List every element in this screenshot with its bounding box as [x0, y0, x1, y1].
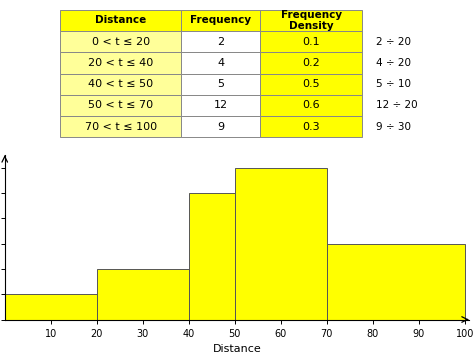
Bar — [61, 10, 181, 31]
Bar — [260, 52, 363, 73]
Text: 2 ÷ 20: 2 ÷ 20 — [376, 37, 411, 47]
Bar — [327, 244, 465, 320]
Bar — [235, 168, 327, 320]
Text: Frequency
Density: Frequency Density — [281, 10, 342, 31]
Text: 9: 9 — [217, 122, 224, 132]
Text: 0.6: 0.6 — [302, 100, 320, 110]
Bar — [260, 95, 363, 116]
Bar — [181, 95, 260, 116]
Bar — [61, 116, 181, 137]
Bar — [181, 31, 260, 52]
Text: 12: 12 — [213, 100, 228, 110]
Text: 0.1: 0.1 — [302, 37, 320, 47]
X-axis label: Distance: Distance — [213, 344, 261, 354]
Text: 40 < t ≤ 50: 40 < t ≤ 50 — [88, 79, 154, 89]
Text: 12 ÷ 20: 12 ÷ 20 — [376, 100, 418, 110]
Bar — [181, 10, 260, 31]
Bar — [5, 294, 97, 320]
Text: 20 < t ≤ 40: 20 < t ≤ 40 — [88, 58, 154, 68]
Bar — [61, 31, 181, 52]
Text: 5 ÷ 10: 5 ÷ 10 — [376, 79, 411, 89]
Text: 50 < t ≤ 70: 50 < t ≤ 70 — [88, 100, 154, 110]
Bar — [61, 52, 181, 73]
Bar — [181, 116, 260, 137]
Text: 4: 4 — [217, 58, 224, 68]
Bar — [260, 73, 363, 95]
Text: Frequency: Frequency — [190, 15, 251, 26]
Text: 0.2: 0.2 — [302, 58, 320, 68]
Bar — [260, 10, 363, 31]
Bar — [181, 52, 260, 73]
Bar — [97, 269, 189, 320]
Bar — [61, 73, 181, 95]
Bar — [181, 73, 260, 95]
Text: 2: 2 — [217, 37, 224, 47]
Text: 5: 5 — [217, 79, 224, 89]
Bar — [260, 31, 363, 52]
Text: Distance: Distance — [95, 15, 146, 26]
Text: 0.5: 0.5 — [302, 79, 320, 89]
Text: 0.3: 0.3 — [302, 122, 320, 132]
Text: 9 ÷ 30: 9 ÷ 30 — [376, 122, 411, 132]
Text: 4 ÷ 20: 4 ÷ 20 — [376, 58, 411, 68]
Bar — [61, 95, 181, 116]
Text: 0 < t ≤ 20: 0 < t ≤ 20 — [92, 37, 150, 47]
Bar — [260, 116, 363, 137]
Text: 70 < t ≤ 100: 70 < t ≤ 100 — [85, 122, 157, 132]
Bar — [189, 193, 235, 320]
